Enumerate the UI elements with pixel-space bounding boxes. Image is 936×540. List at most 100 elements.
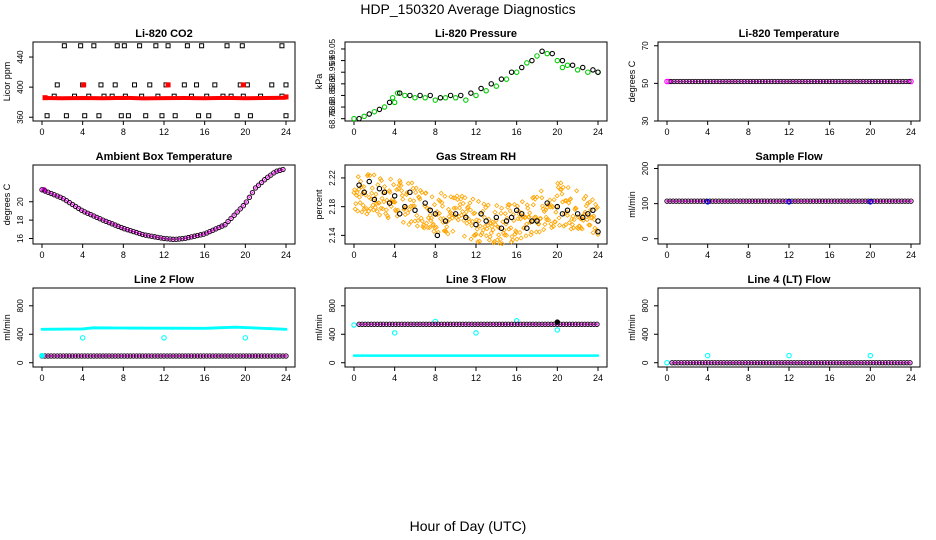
data-point <box>585 321 591 327</box>
data-point <box>554 193 560 199</box>
data-point <box>885 360 892 366</box>
data-point <box>579 321 585 327</box>
data-point <box>153 43 159 49</box>
data-point <box>96 113 102 119</box>
data-point <box>720 78 726 85</box>
data-point <box>877 198 884 204</box>
data-point <box>726 78 732 85</box>
y-tick-label: 68.8 <box>328 99 337 115</box>
y-tick-label: 400 <box>16 80 25 94</box>
data-point <box>82 353 88 359</box>
data-point <box>711 78 717 85</box>
data-point <box>100 353 106 359</box>
data-point-cross <box>909 199 913 203</box>
x-tick-label: 4 <box>80 127 85 137</box>
data-point <box>870 360 877 366</box>
data-point <box>386 321 393 327</box>
data-point <box>247 113 253 119</box>
data-point <box>827 78 833 85</box>
data-point <box>433 224 439 230</box>
data-point <box>361 184 367 190</box>
data-point <box>554 327 561 333</box>
data-point <box>856 198 862 204</box>
data-point <box>817 78 824 85</box>
data-point <box>164 236 170 242</box>
data-point <box>444 224 450 230</box>
data-point <box>408 321 414 327</box>
data-point <box>210 353 216 359</box>
data-point <box>268 353 274 359</box>
x-tick-label: 12 <box>784 127 794 137</box>
data-point <box>903 78 909 85</box>
data-point <box>371 108 378 115</box>
data-point <box>879 360 886 366</box>
x-tick-label: 4 <box>80 373 85 383</box>
data-point <box>60 353 66 359</box>
data-point <box>366 111 372 117</box>
data-point <box>493 214 500 221</box>
data-point <box>814 78 821 85</box>
data-point <box>423 190 429 196</box>
data-point <box>468 90 474 96</box>
data-point-cross <box>907 79 911 84</box>
data-point <box>139 353 146 359</box>
data-point <box>410 185 416 191</box>
data-point <box>513 69 520 75</box>
data-point <box>381 199 387 205</box>
data-point-cross <box>226 219 230 224</box>
data-point <box>258 353 265 359</box>
data-point <box>445 206 452 212</box>
panel-title: Line 2 Flow <box>134 274 194 286</box>
data-point <box>75 353 82 359</box>
data-point <box>493 83 500 89</box>
data-point <box>581 196 587 202</box>
data-point <box>527 210 533 216</box>
data-point <box>464 205 471 211</box>
data-point <box>432 97 439 103</box>
data-point <box>494 203 500 209</box>
data-point <box>529 218 535 224</box>
data-point <box>716 198 722 204</box>
data-point <box>479 230 485 236</box>
data-point <box>231 353 237 359</box>
x-tick-label: 12 <box>471 250 481 260</box>
data-point <box>440 219 446 225</box>
data-point <box>493 321 499 327</box>
data-point <box>374 321 381 327</box>
data-point <box>239 43 245 49</box>
data-point <box>389 95 396 101</box>
data-point <box>473 330 479 336</box>
data-point <box>702 360 709 366</box>
data-point <box>488 230 494 236</box>
data-point <box>488 81 494 87</box>
data-point <box>534 218 540 224</box>
x-tick-label: 20 <box>552 127 562 137</box>
data-point <box>431 202 438 208</box>
x-tick-label: 0 <box>39 127 44 137</box>
series-2-black <box>356 178 601 239</box>
data-point <box>449 215 455 221</box>
data-point <box>184 43 190 49</box>
data-point <box>509 234 515 240</box>
data-point <box>475 198 482 204</box>
series-3-red <box>44 95 287 101</box>
data-point <box>255 353 262 359</box>
data-point <box>125 113 131 119</box>
y-tick-label: 400 <box>16 327 25 341</box>
data-point <box>521 321 527 327</box>
data-point <box>450 228 456 234</box>
data-point <box>563 321 570 327</box>
x-tick-label: 24 <box>281 250 291 260</box>
data-point <box>458 196 464 202</box>
data-point <box>503 218 510 224</box>
data-point <box>566 200 572 206</box>
data-point <box>237 353 243 359</box>
y-axis-label: ml/min <box>314 314 324 341</box>
data-point <box>863 78 869 85</box>
data-point <box>118 113 124 119</box>
data-point <box>529 57 535 64</box>
data-point <box>866 78 872 85</box>
x-tick-label: 20 <box>865 127 875 137</box>
